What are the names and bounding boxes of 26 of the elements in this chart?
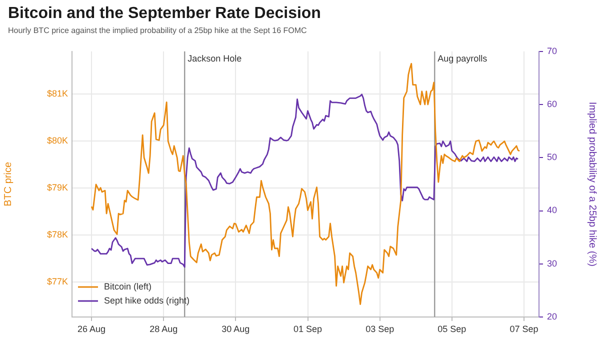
y2-tick-label: 70	[547, 46, 558, 56]
ref-line-label: Jackson Hole	[188, 53, 242, 64]
y-tick-label: $78K	[46, 230, 68, 240]
y-tick-label: $77K	[46, 276, 68, 287]
y2-tick-label: 50	[547, 152, 558, 162]
ref-line-label: Aug payrolls	[438, 53, 488, 64]
y2-tick-label: 40	[547, 205, 558, 216]
x-tick-label: 07 Sep	[510, 324, 538, 334]
x-tick-label: 01 Sep	[293, 324, 322, 334]
chart-subtitle: Hourly BTC price against the implied probability of a 25bp hike at the Sept 16 FOMC	[8, 26, 307, 35]
y2-tick-label: 20	[547, 311, 558, 322]
x-tick-label: 30 Aug	[222, 324, 250, 334]
y-tick-label: $81K	[46, 88, 68, 99]
x-tick-label: 28 Aug	[150, 324, 178, 334]
legend-label: Bitcoin (left)	[104, 281, 152, 292]
chart-title: Bitcoin and the September Rate Decision	[8, 5, 321, 23]
x-tick-label: 26 Aug	[78, 324, 106, 334]
y2-tick-label: 60	[547, 99, 558, 110]
y2-axis-title: Implied probability of a 25bp hike (%)	[586, 102, 598, 266]
y-tick-label: $80K	[46, 136, 68, 146]
legend-label: Sept hike odds (right)	[104, 295, 190, 306]
x-tick-label: 05 Sep	[438, 324, 466, 334]
y-axis-title: BTC price	[2, 162, 14, 206]
y2-tick-label: 30	[547, 258, 558, 268]
x-tick-label: 03 Sep	[366, 324, 394, 334]
y-tick-label: $79K	[46, 182, 68, 193]
